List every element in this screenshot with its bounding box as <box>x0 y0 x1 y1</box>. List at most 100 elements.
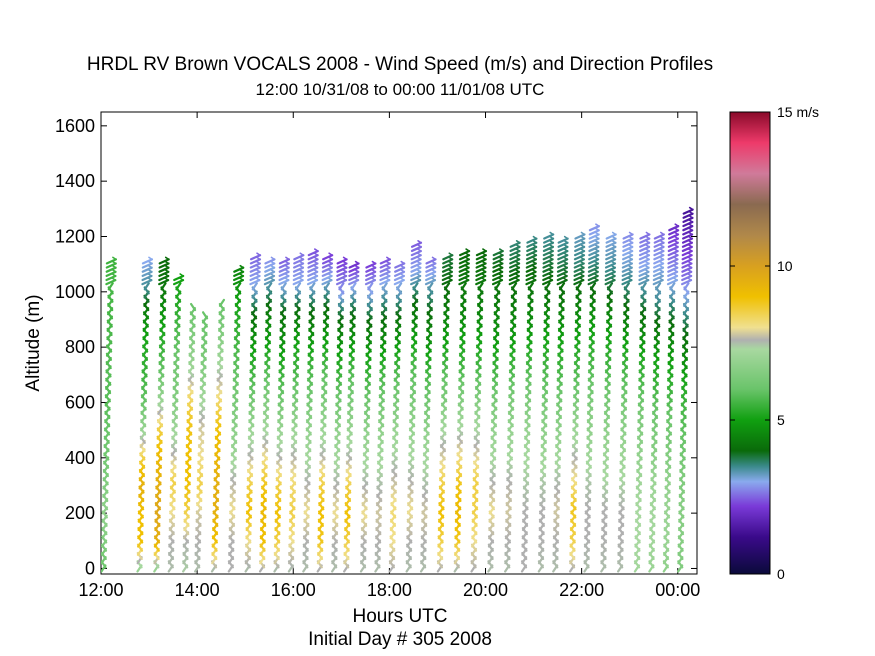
wind-barb <box>475 262 487 269</box>
wind-barb <box>424 274 437 282</box>
wind-barb-head <box>548 277 553 281</box>
wind-barb-head <box>385 277 391 281</box>
wind-barb-head <box>256 260 261 265</box>
wind-profile <box>194 311 209 573</box>
wind-barb-head <box>627 273 633 277</box>
wind-barb <box>681 245 693 253</box>
wind-barb <box>573 262 585 269</box>
wind-barb <box>264 270 276 277</box>
wind-barb <box>293 258 305 265</box>
wind-barb-head <box>342 260 348 265</box>
wind-barb <box>141 262 153 269</box>
y-tick-label: 600 <box>65 392 95 412</box>
wind-barb <box>638 266 650 273</box>
wind-barb <box>605 233 617 240</box>
wind-barb-head <box>674 231 679 236</box>
wind-barb <box>621 266 633 273</box>
wind-barb <box>350 282 357 291</box>
wind-barb-head <box>645 239 651 244</box>
wind-barb <box>218 298 226 307</box>
wind-barb-head <box>498 248 504 252</box>
wind-barb-head <box>498 252 504 257</box>
wind-barb-head <box>481 264 487 269</box>
wind-barb <box>365 266 377 273</box>
wind-barb <box>509 262 521 269</box>
wind-barb <box>666 279 679 286</box>
y-tick-label: 1000 <box>55 282 95 302</box>
wind-barb <box>653 254 665 261</box>
wind-barb-head <box>111 260 117 265</box>
x-tick-label: 20:00 <box>463 580 508 600</box>
wind-barb-head <box>465 248 470 252</box>
wind-barb-head <box>549 231 555 236</box>
wind-barb <box>681 262 693 269</box>
wind-barb <box>410 241 423 248</box>
wind-barb <box>681 274 693 282</box>
wind-barb <box>653 249 665 257</box>
wind-barb <box>394 266 406 273</box>
wind-barb-head <box>299 260 304 265</box>
wind-barb-head <box>164 264 170 269</box>
wind-profile <box>552 235 569 573</box>
wind-barb-head <box>179 273 184 277</box>
wind-barb-head <box>285 256 290 261</box>
wind-barb-head <box>687 269 693 273</box>
wind-barb-head <box>299 269 304 273</box>
wind-barb-head <box>164 256 170 261</box>
wind-barb <box>249 279 261 286</box>
wind-barb <box>410 274 422 282</box>
wind-barb <box>587 262 600 269</box>
wind-barb <box>525 274 537 282</box>
wind-barb-head <box>147 277 153 281</box>
wind-barb <box>542 279 554 286</box>
wind-barb <box>158 274 170 282</box>
wind-barb-head <box>627 264 633 269</box>
wind-barb <box>492 266 504 273</box>
wind-barb <box>458 254 471 261</box>
wind-barb <box>556 274 568 282</box>
wind-barb-head <box>111 277 117 281</box>
wind-barb <box>475 279 487 286</box>
wind-barb-head <box>481 277 487 281</box>
wind-barb-head <box>549 244 554 248</box>
wind-barb <box>604 262 617 269</box>
wind-barb-head <box>298 273 304 277</box>
wind-barb-head <box>531 273 537 277</box>
wind-barb-head <box>531 277 537 281</box>
wind-barb <box>105 262 117 269</box>
wind-barb-head <box>465 252 470 257</box>
wind-barb <box>588 229 600 236</box>
wind-barb-head <box>659 273 664 277</box>
x-tick-label: 00:00 <box>655 580 700 600</box>
wind-barb <box>652 270 665 277</box>
wind-barb-head <box>562 273 568 277</box>
wind-barb <box>458 262 470 269</box>
wind-barb-head <box>111 273 117 277</box>
wind-barb-head <box>610 277 616 281</box>
wind-barb-head <box>659 248 665 252</box>
wind-barb <box>587 279 599 286</box>
wind-barb-head <box>658 277 664 281</box>
wind-barb <box>681 266 693 273</box>
y-tick-label: 400 <box>65 448 95 468</box>
wind-barb <box>364 279 377 286</box>
wind-barb-head <box>416 256 422 261</box>
wind-barb <box>653 241 665 248</box>
wind-barb <box>573 279 585 286</box>
wind-barb <box>589 282 597 291</box>
wind-profile <box>227 264 245 573</box>
wind-barb <box>278 274 290 282</box>
wind-barb <box>682 225 694 232</box>
wind-barb-head <box>147 273 153 277</box>
wind-profile <box>419 256 437 573</box>
wind-barb-head <box>673 269 678 273</box>
wind-barb <box>622 249 634 257</box>
wind-barb <box>379 266 391 273</box>
wind-barb-head <box>548 273 554 277</box>
wind-barb <box>323 282 331 291</box>
wind-profile <box>167 273 185 573</box>
wind-barb-head <box>611 252 617 257</box>
y-axis: 0 200 400 600 800 1000 1200 1400 1600 <box>55 116 697 578</box>
wind-barb <box>348 266 360 273</box>
